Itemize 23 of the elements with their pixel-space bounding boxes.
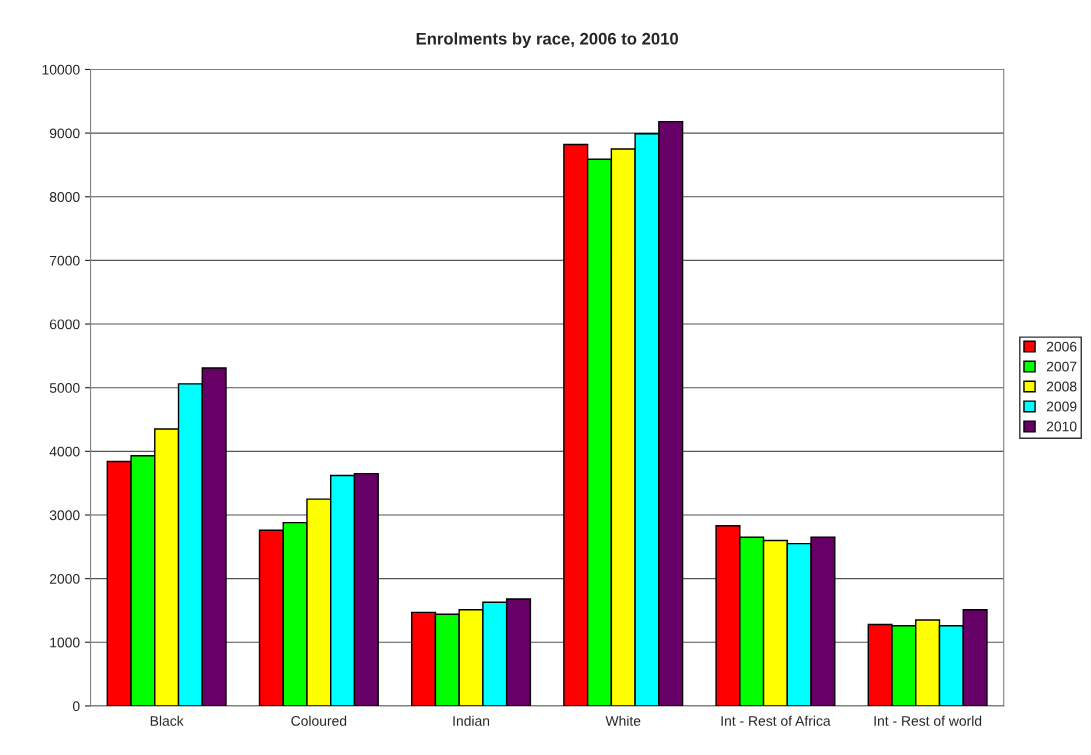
x-tick-label: Coloured	[291, 715, 347, 726]
x-tick-label: Int - Rest of Africa	[721, 715, 831, 726]
legend-label: 2010	[1046, 421, 1077, 432]
y-tick-label: 1000	[50, 637, 80, 648]
x-tick-label: White	[605, 715, 641, 726]
y-tick-label: 0	[72, 701, 80, 712]
y-tick-label: 7000	[49, 255, 80, 266]
y-tick-label: 9000	[49, 128, 80, 139]
y-tick-label: 8000	[49, 192, 80, 202]
y-tick-label: 2000	[49, 573, 80, 584]
x-tick-label: Indian	[453, 715, 490, 726]
legend-label: 2007	[1046, 361, 1077, 372]
legend-label: 2009	[1046, 401, 1077, 412]
legend-label: 2008	[1046, 381, 1077, 392]
y-tick-label: 3000	[49, 510, 80, 521]
chart-title: Enrolments by race, 2006 to 2010	[416, 32, 679, 48]
y-tick-label: 4000	[49, 446, 80, 457]
legend-label: 2006	[1046, 341, 1077, 352]
y-tick-label: 5000	[49, 383, 80, 393]
y-tick-label: 6000	[49, 319, 80, 330]
y-tick-label: 10000	[42, 64, 80, 75]
x-tick-label: Black	[150, 715, 184, 726]
x-tick-label: Int - Rest of world	[874, 715, 982, 726]
